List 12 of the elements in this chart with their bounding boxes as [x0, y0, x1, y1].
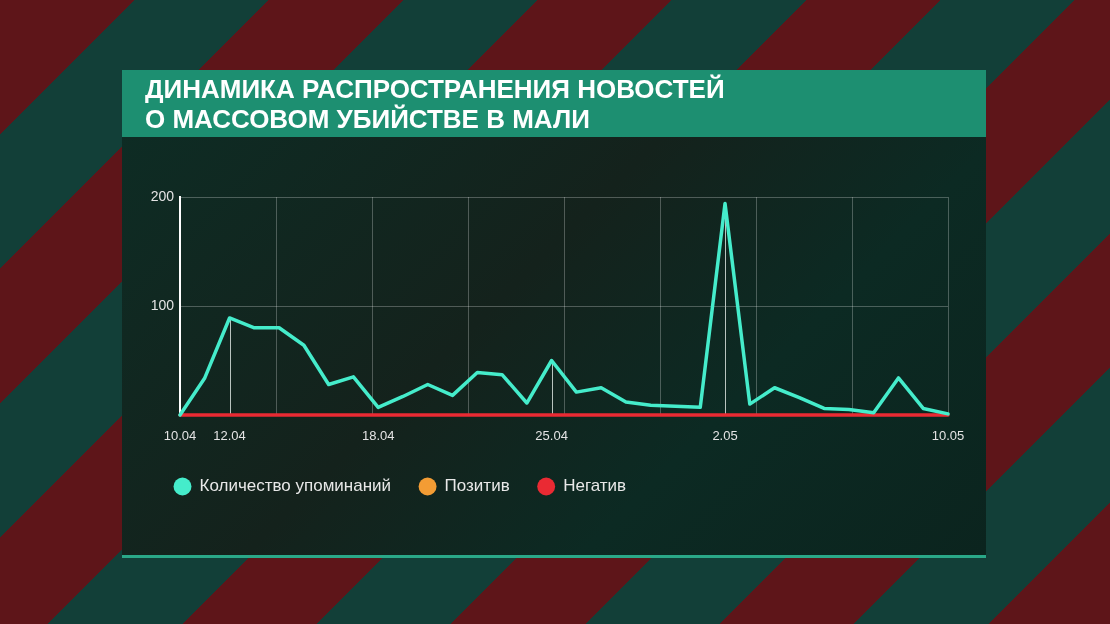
- legend-label: Количество упоминаний: [199, 476, 392, 496]
- y-tick-label: 200: [150, 187, 175, 204]
- x-tick-label: 2.05: [712, 428, 738, 444]
- x-tick-label: 12.04: [213, 428, 246, 444]
- legend-label: Позитив: [444, 476, 510, 496]
- x-tick-label: 10.05: [931, 428, 965, 444]
- x-tick-label: 25.04: [535, 428, 568, 444]
- chart-title: ДИНАМИКА РАСПРОСТРАНЕНИЯ НОВОСТЕЙ О МАССОВОМ УБИЙСТВЕ В МАЛИ: [145, 74, 726, 134]
- y-tick-label: 100: [150, 296, 175, 313]
- x-tick-label: 10.04: [163, 428, 197, 444]
- legend-label: Негатив: [563, 476, 627, 496]
- x-tick-label: 18.04: [361, 428, 395, 444]
